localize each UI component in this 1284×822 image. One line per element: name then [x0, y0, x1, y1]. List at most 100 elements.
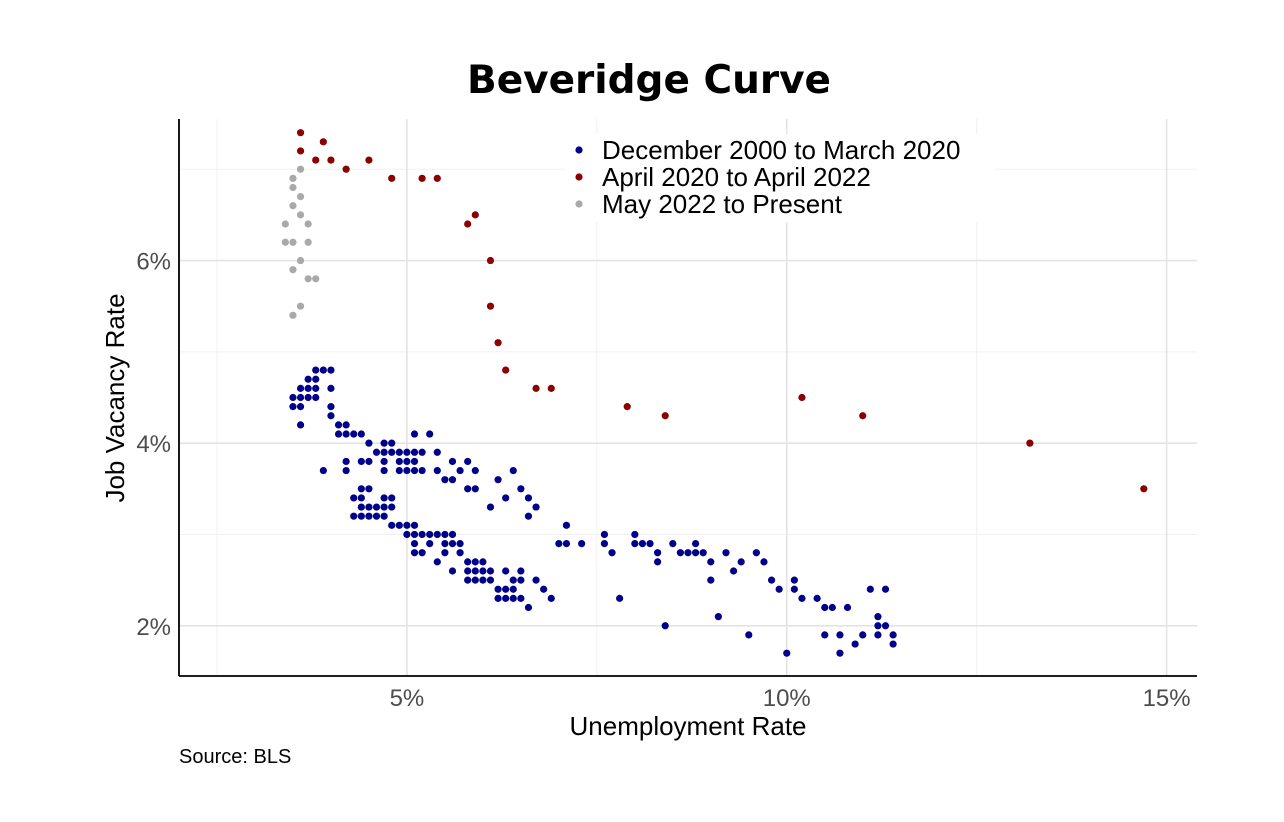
y-tick-label: 6% — [136, 249, 171, 276]
series-1-point — [616, 594, 624, 602]
x-axis-title: Unemployment Rate — [570, 711, 807, 741]
series-1-point — [372, 503, 381, 511]
series-1-point — [638, 539, 647, 548]
series-1-point — [312, 393, 320, 402]
series-1-point — [836, 649, 844, 657]
series-1-point — [600, 539, 609, 548]
series-1-point — [410, 549, 419, 557]
series-1-point — [418, 549, 426, 557]
series-2-point — [365, 156, 373, 164]
series-2-point — [1026, 439, 1034, 447]
series-1-point — [502, 594, 510, 602]
series-1-point — [691, 539, 700, 548]
series-1-point — [555, 539, 563, 548]
series-1-point — [388, 448, 396, 456]
series-1-point — [296, 393, 305, 402]
series-1-point — [319, 366, 327, 374]
series-1-point — [509, 585, 517, 593]
series-1-point — [448, 567, 457, 575]
series-1-point — [319, 466, 327, 475]
series-1-point — [464, 558, 472, 566]
series-1-point — [357, 430, 365, 438]
series-1-point — [342, 421, 350, 429]
series-1-point — [524, 494, 533, 502]
series-1-point — [486, 567, 495, 575]
series-2-point — [859, 412, 867, 420]
series-1-point — [874, 613, 882, 621]
series-1-point — [836, 631, 844, 639]
series-2-point — [1140, 485, 1148, 493]
series-1-point — [479, 567, 487, 575]
series-1-point — [410, 430, 419, 438]
y-axis-title: Job Vacancy Rate — [100, 293, 130, 502]
series-1-point — [843, 603, 852, 612]
series-1-point — [881, 622, 890, 630]
series-1-point — [540, 585, 548, 593]
series-1-point — [296, 421, 305, 429]
series-2-point — [464, 220, 472, 228]
series-1-point — [661, 622, 669, 630]
series-1-point — [517, 485, 525, 493]
series-1-point — [357, 494, 365, 502]
series-1-point — [456, 539, 464, 548]
series-1-point — [464, 457, 472, 466]
series-2-point — [502, 366, 510, 374]
series-1-point — [410, 521, 419, 529]
series-1-point — [691, 549, 700, 557]
series-1-point — [874, 622, 882, 630]
series-1-point — [631, 539, 639, 548]
series-1-point — [502, 585, 510, 593]
series-1-point — [395, 521, 403, 529]
series-1-point — [304, 375, 312, 383]
series-1-point — [296, 403, 305, 411]
series-1-point — [729, 567, 738, 575]
series-1-point — [821, 603, 829, 612]
series-1-point — [403, 457, 411, 466]
series-3-point — [296, 193, 305, 201]
series-1-point — [410, 457, 419, 466]
series-1-point — [631, 530, 639, 539]
series-2-point — [433, 174, 441, 182]
series-1-point — [350, 494, 358, 502]
series-1-point — [410, 530, 419, 539]
series-1-point — [334, 430, 343, 438]
series-1-point — [707, 558, 715, 566]
series-1-point — [342, 430, 350, 438]
series-1-point — [471, 485, 479, 493]
series-1-point — [821, 631, 829, 639]
series-1-point — [426, 539, 434, 548]
series-1-point — [380, 512, 388, 520]
series-1-point — [646, 539, 654, 548]
series-2-point — [342, 165, 350, 173]
series-1-point — [874, 631, 882, 639]
series-1-point — [365, 503, 373, 511]
series-1-point — [889, 631, 897, 639]
series-1-point — [448, 530, 457, 539]
series-1-point — [486, 576, 495, 584]
series-3-point — [296, 302, 305, 310]
series-1-point — [471, 567, 479, 575]
series-1-point — [426, 530, 434, 539]
series-1-point — [532, 576, 540, 584]
series-1-point — [403, 466, 411, 475]
series-1-point — [304, 384, 312, 392]
series-1-point — [798, 594, 806, 602]
series-1-point — [388, 503, 396, 511]
series-1-point — [289, 393, 297, 402]
series-1-point — [509, 594, 517, 602]
series-1-point — [752, 549, 760, 557]
series-3-point — [296, 165, 305, 173]
series-2-point — [418, 174, 426, 182]
series-1-point — [327, 403, 335, 411]
series-1-point — [410, 539, 419, 548]
series-3-point — [281, 238, 289, 246]
series-1-point — [479, 558, 487, 566]
series-2-point — [312, 156, 320, 164]
series-1-point — [494, 594, 502, 602]
data-points — [281, 129, 1148, 657]
series-2-point — [486, 302, 495, 310]
series-1-point — [790, 585, 798, 593]
series-1-point — [418, 530, 426, 539]
